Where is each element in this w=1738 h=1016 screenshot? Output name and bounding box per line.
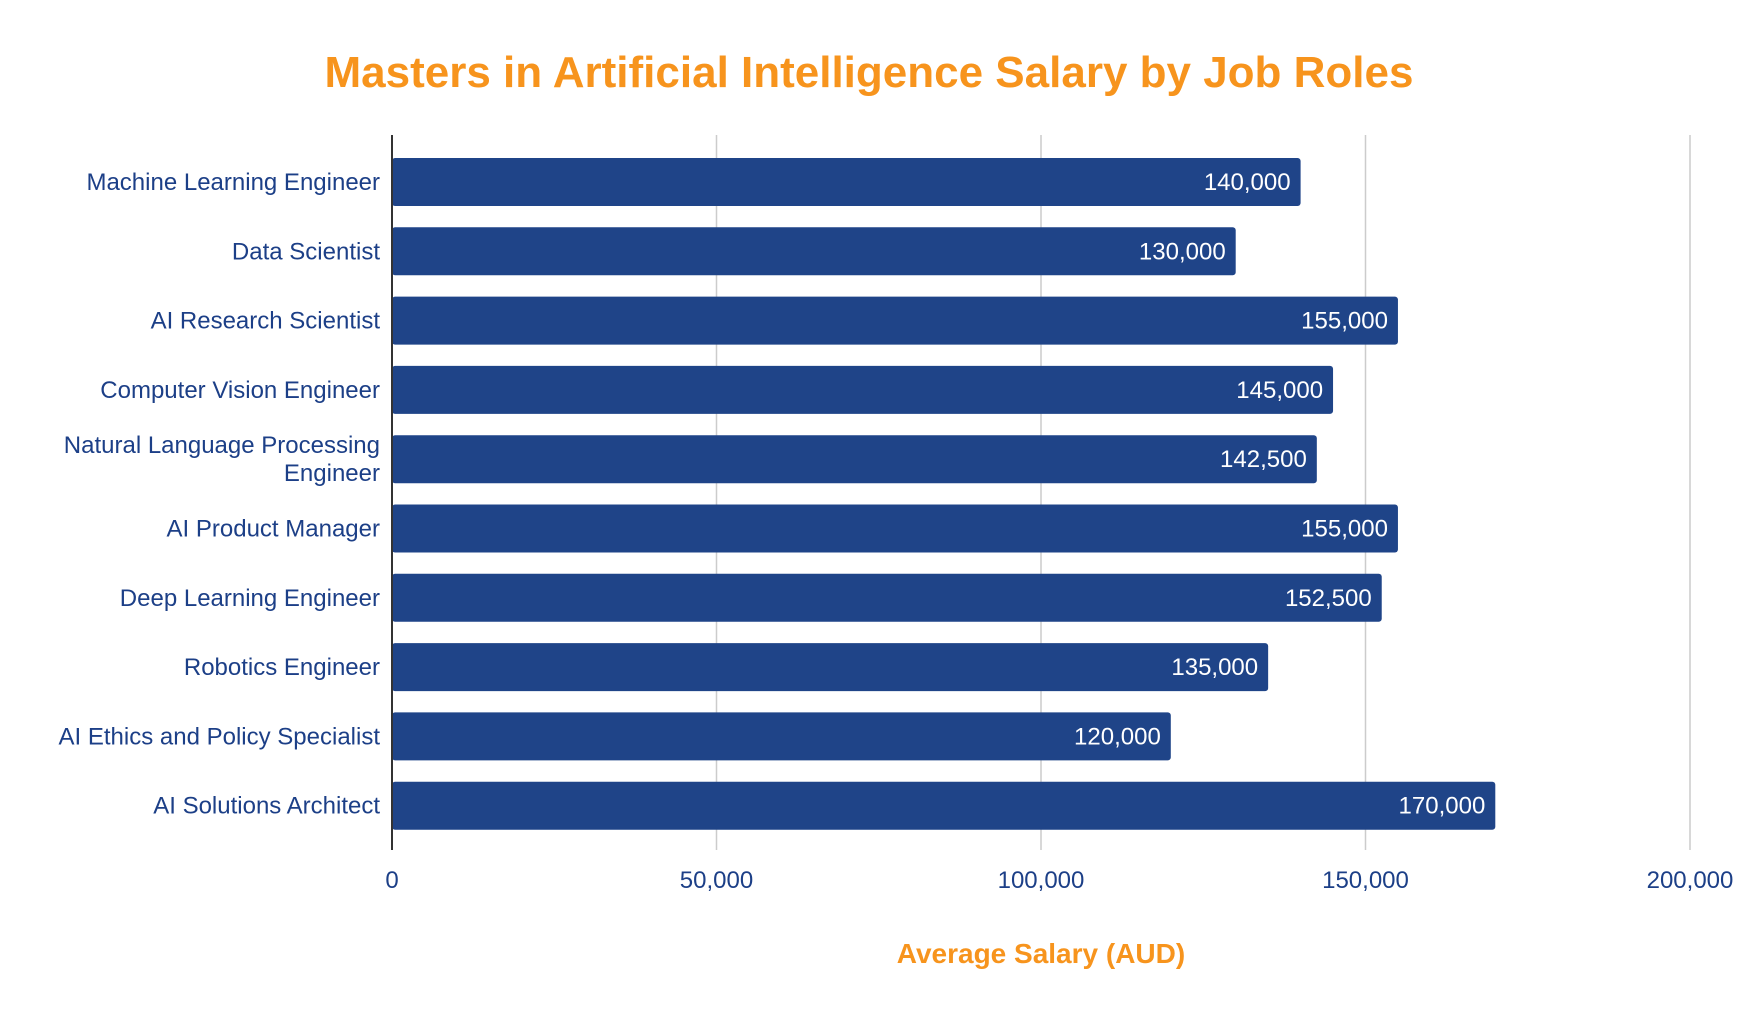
- category-label: AI Solutions Architect: [153, 793, 380, 820]
- bar-value-label: 155,000: [1301, 308, 1388, 335]
- chart-title: Masters in Artificial Intelligence Salar…: [324, 48, 1414, 97]
- category-label: Deep Learning Engineer: [120, 585, 380, 612]
- x-axis-title: Average Salary (AUD): [897, 938, 1185, 969]
- bar: [392, 158, 1301, 206]
- bar: [392, 227, 1236, 276]
- bar-value-label: 130,000: [1139, 238, 1226, 265]
- category-label: AI Ethics and Policy Specialist: [59, 723, 381, 750]
- x-tick-label: 0: [385, 867, 398, 894]
- category-label: AI Product Manager: [167, 516, 380, 543]
- bar: [392, 504, 1398, 553]
- x-tick-label: 150,000: [1322, 867, 1409, 894]
- category-label: AI Research Scientist: [151, 308, 381, 335]
- bar-value-label: 142,500: [1220, 446, 1307, 473]
- category-label: Data Scientist: [232, 238, 380, 265]
- bar-value-label: 140,000: [1204, 169, 1291, 196]
- bar: [392, 712, 1171, 761]
- x-tick-label: 100,000: [998, 867, 1085, 894]
- x-tick-label: 50,000: [680, 867, 753, 894]
- bar: [392, 573, 1382, 622]
- bar: [392, 643, 1269, 692]
- bar: [392, 435, 1317, 484]
- bar-value-label: 145,000: [1236, 377, 1323, 404]
- bar-value-label: 135,000: [1171, 654, 1258, 681]
- bar-value-label: 155,000: [1301, 516, 1388, 543]
- bar-value-label: 152,500: [1285, 585, 1372, 612]
- category-label: Computer Vision Engineer: [100, 377, 380, 404]
- category-label: Robotics Engineer: [184, 654, 380, 681]
- bar: [392, 365, 1334, 414]
- bar: [392, 296, 1398, 345]
- category-label: Machine Learning Engineer: [86, 169, 380, 196]
- bar-value-label: 120,000: [1074, 723, 1161, 750]
- bar-value-label: 170,000: [1399, 793, 1486, 820]
- category-label: Natural Language Processing Engineer: [64, 432, 380, 487]
- bar: [392, 781, 1496, 830]
- x-tick-label: 200,000: [1647, 867, 1734, 894]
